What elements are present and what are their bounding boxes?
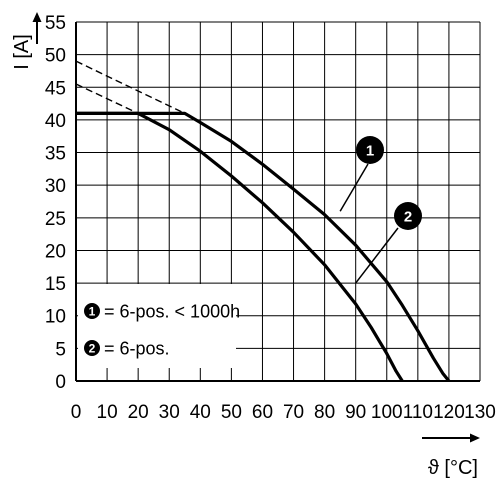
legend-badge-2-number: 2 xyxy=(89,342,96,356)
y-axis-ticks: 0 5 10 15 20 25 30 35 40 45 50 55 xyxy=(45,13,66,393)
annotation-1-number: 1 xyxy=(366,143,374,160)
x-axis-arrow-icon xyxy=(470,433,480,443)
x-tick-label: 0 xyxy=(71,402,82,423)
y-tick-label: 35 xyxy=(45,144,66,165)
y-tick-label: 25 xyxy=(45,209,66,230)
x-tick-label: 50 xyxy=(221,402,242,423)
annotation-1-leader xyxy=(339,163,369,212)
annotation-1-badge xyxy=(356,136,384,164)
y-tick-label: 45 xyxy=(45,78,66,99)
annotation-2-number: 2 xyxy=(404,209,412,226)
legend-label-1: = 6-pos. < 1000h xyxy=(104,302,240,322)
series-2-curve xyxy=(76,111,404,382)
x-tick-label: 100 xyxy=(371,402,403,423)
y-tick-label: 30 xyxy=(45,176,66,197)
legend: 1 = 6-pos. < 1000h 2 = 6-pos. xyxy=(78,284,240,368)
chart-grid xyxy=(75,21,481,382)
y-tick-label: 0 xyxy=(55,372,66,393)
legend-label-2: = 6-pos. xyxy=(104,339,170,359)
y-tick-label: 50 xyxy=(45,46,66,67)
y-axis-title-group: I [A] xyxy=(11,12,42,70)
y-tick-label: 5 xyxy=(55,339,66,360)
x-tick-label: 30 xyxy=(159,402,180,423)
x-tick-label: 40 xyxy=(190,402,211,423)
x-tick-label: 130 xyxy=(464,402,496,423)
series-layer xyxy=(75,60,451,382)
series-2-dashed-extension xyxy=(75,83,139,115)
x-axis-ticks: 0 10 20 30 40 50 60 70 80 90 100 110 120 130 xyxy=(71,402,496,423)
x-axis-title: ϑ [°C] xyxy=(428,457,478,479)
legend-item-1: 1 = 6-pos. < 1000h xyxy=(84,302,240,322)
series-1-dashed-extension xyxy=(75,60,186,115)
y-tick-label: 10 xyxy=(45,307,66,328)
legend-badge-2 xyxy=(84,340,100,356)
x-tick-label: 20 xyxy=(128,402,149,423)
x-tick-label: 60 xyxy=(252,402,273,423)
annotation-2-badge xyxy=(394,202,422,230)
x-tick-label: 110 xyxy=(403,402,433,423)
y-tick-label: 55 xyxy=(45,13,66,34)
x-tick-label: 10 xyxy=(97,402,118,423)
legend-badge-1 xyxy=(84,303,100,319)
legend-item-2: 2 = 6-pos. xyxy=(84,339,170,359)
series-1-curve xyxy=(76,111,451,382)
y-tick-label: 20 xyxy=(45,241,66,262)
y-tick-label: 15 xyxy=(45,274,66,295)
x-tick-label: 80 xyxy=(314,402,335,423)
y-tick-label: 40 xyxy=(45,111,66,132)
annotation-2: 2 xyxy=(355,202,422,284)
y-axis-arrow-icon xyxy=(32,12,42,22)
annotation-1: 1 xyxy=(339,136,384,212)
annotation-2-leader xyxy=(355,227,399,284)
x-tick-label: 120 xyxy=(433,402,465,423)
x-tick-label: 90 xyxy=(345,402,366,423)
x-tick-label: 70 xyxy=(283,402,304,423)
legend-box xyxy=(78,284,236,368)
x-axis-title-group: ϑ [°C] xyxy=(422,433,480,479)
y-axis-title: I [A] xyxy=(11,34,33,70)
legend-badge-1-number: 1 xyxy=(89,305,96,319)
